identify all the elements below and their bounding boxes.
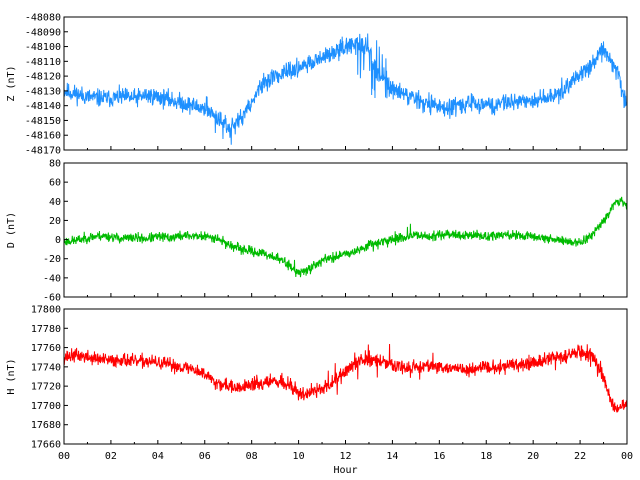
x-tick-label: 08: [246, 451, 258, 462]
y-tick-label: 40: [49, 197, 61, 208]
x-tick-label: 20: [527, 451, 539, 462]
x-tick-label: 18: [480, 451, 492, 462]
series-line: [63, 33, 628, 145]
y-tick-label: 80: [49, 159, 61, 170]
y-tick-label: -60: [43, 293, 61, 304]
plot-frame: [63, 16, 628, 151]
series-line: [63, 196, 628, 278]
y-tick-label: 17680: [31, 420, 61, 431]
y-tick-label: 17660: [31, 440, 61, 451]
x-tick-label: 04: [152, 451, 164, 462]
y-tick-label: 17720: [31, 382, 61, 393]
x-tick-label: 02: [105, 451, 117, 462]
y-tick-label: -48160: [25, 131, 61, 142]
series-line: [63, 343, 628, 413]
y-tick-label: 17800: [31, 305, 61, 316]
y-axis-title: H (nT): [6, 358, 17, 394]
panel-1: -48080 -48090 -48100 -48110 -48120 -48130 -481…: [6, 13, 628, 157]
y-tick-label: 0: [55, 235, 61, 246]
y-tick-label: -48170: [25, 146, 61, 157]
x-tick-label: 22: [574, 451, 586, 462]
y-tick-label: -48150: [25, 116, 61, 127]
y-tick-label: -20: [43, 254, 61, 265]
y-tick-label: -48110: [25, 57, 61, 68]
panel-3: 17800 17780 17760 17740 17720 17700 17680 17660…: [6, 305, 633, 477]
y-tick-label: 17740: [31, 362, 61, 373]
x-tick-label: 16: [433, 451, 445, 462]
y-tick-label: -48140: [25, 101, 61, 112]
y-axis-title: D (nT): [6, 212, 17, 248]
y-tick-label: 20: [49, 216, 61, 227]
plot-frame: [63, 308, 628, 445]
x-tick-label: 14: [386, 451, 398, 462]
y-tick-label: -48120: [25, 72, 61, 83]
panel-2: 80 60 40 20 0 -20 -40 -60 D (nT): [6, 159, 628, 304]
y-axis-title: Z (nT): [6, 65, 17, 101]
x-tick-label: 00: [621, 451, 633, 462]
x-tick-label: 12: [339, 451, 351, 462]
y-tick-label: 17700: [31, 401, 61, 412]
y-tick-label: 17780: [31, 324, 61, 335]
x-tick-label: 10: [293, 451, 305, 462]
x-axis-title: Hour: [333, 465, 357, 476]
y-tick-label: 60: [49, 178, 61, 189]
x-tick-label: 06: [199, 451, 211, 462]
y-tick-label: -48090: [25, 27, 61, 38]
y-tick-label: -40: [43, 273, 61, 284]
y-tick-label: -48080: [25, 13, 61, 24]
x-tick-label: 00: [58, 451, 70, 462]
y-tick-label: -48130: [25, 86, 61, 97]
y-tick-label: -48100: [25, 42, 61, 53]
y-tick-label: 17760: [31, 343, 61, 354]
plot-frame: [63, 162, 628, 298]
